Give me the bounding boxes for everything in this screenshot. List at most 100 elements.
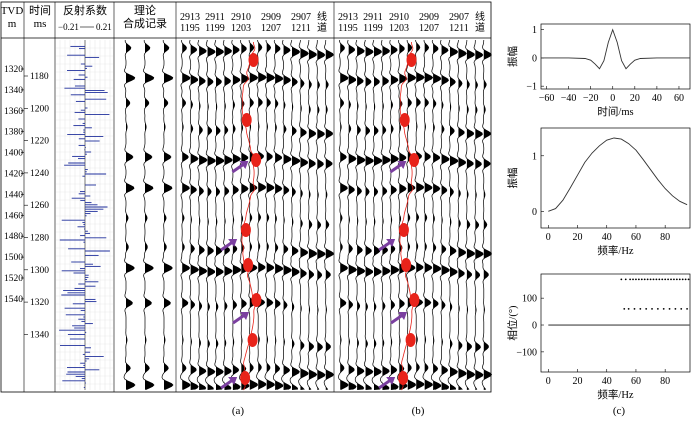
wiggle-fill — [365, 40, 374, 390]
wiggle-trace — [388, 39, 400, 390]
phase-point — [674, 308, 677, 310]
series-line — [548, 137, 688, 212]
time-tick-label: 1320 — [30, 298, 49, 308]
phase-point — [637, 278, 640, 281]
arrow-icon — [240, 312, 250, 320]
plot-area — [540, 127, 691, 229]
time-unit: ms — [34, 18, 47, 30]
wiggle-trace — [205, 39, 216, 390]
phase-point — [652, 278, 655, 281]
wiggle-trace — [196, 39, 208, 390]
arrow-icon — [386, 377, 396, 385]
wiggle-fill — [390, 40, 399, 390]
x-tick-label: 80 — [660, 376, 670, 387]
phase-point — [655, 278, 658, 281]
time-tick-label: 1260 — [30, 201, 49, 211]
x-tick-label: 40 — [652, 93, 662, 104]
x-tick-label: −40 — [561, 93, 577, 104]
arrow-icon — [228, 239, 238, 247]
phase-point — [656, 308, 659, 310]
wiggle-fill — [433, 40, 441, 390]
wiggle-trace — [222, 39, 233, 390]
tvd-tick-label: 1460 — [4, 211, 23, 221]
wiggle-fill — [317, 40, 326, 390]
x-tick-label: 0 — [610, 93, 615, 104]
tvd-axis: 1320 1340 1360 1380 1400 1420 1440 1460 1480 1500… — [4, 65, 24, 305]
refl-pos-label: 0.21 — [96, 22, 112, 32]
wiggle-fill — [458, 40, 467, 390]
wiggle-fill — [182, 40, 191, 390]
line-label: 线 — [317, 10, 327, 23]
wiggle-fill — [308, 40, 317, 390]
phase-point — [645, 308, 648, 310]
tvd-label: TVD — [1, 5, 24, 17]
panel-label-c: (c) — [613, 405, 626, 417]
y-tick-label: 0 — [532, 207, 537, 218]
tvd-tick-label: 1340 — [4, 86, 23, 96]
wiggle-fill — [357, 40, 366, 390]
well-event-highlight — [241, 113, 252, 127]
series-line — [541, 28, 690, 70]
phase-point — [640, 278, 643, 281]
wiggle-trace — [397, 39, 408, 390]
time-label: 时间 — [29, 4, 51, 17]
phase-point — [675, 278, 678, 281]
tvd-tick-label: 1320 — [4, 65, 23, 75]
line-label: 线 — [475, 10, 485, 23]
time-tick-label: 1280 — [30, 234, 49, 244]
wiggle-trace — [363, 39, 374, 390]
y-tick-label: 0 — [532, 321, 537, 332]
plot-area — [540, 273, 691, 373]
phase-point — [678, 278, 681, 281]
wiggle-fill — [164, 40, 173, 390]
time-tick-label: 1180 — [30, 72, 49, 82]
tvd-tick-label: 1420 — [4, 170, 23, 180]
phase-point — [624, 278, 627, 281]
wiggle-trace — [346, 39, 358, 390]
x-tick-label: 60 — [674, 93, 684, 104]
phase-point — [668, 308, 671, 310]
well-tie-frame — [0, 1, 492, 393]
well-event-highlight — [248, 53, 259, 67]
wiggle-trace — [213, 39, 225, 390]
phase-point — [686, 308, 688, 310]
arrow-icon — [397, 161, 407, 169]
wiggle-fill — [450, 40, 458, 390]
wiggle-fill — [475, 40, 484, 390]
arrow-icon — [386, 239, 396, 247]
wiggle-fill — [441, 40, 450, 390]
well-event-highlight — [405, 333, 416, 347]
chart-1: −60 −40 −20 0 20 40 60 1 0 −1 时间/ms 振幅 — [506, 23, 691, 118]
wiggle-trace — [447, 39, 459, 390]
wiggle-fill — [224, 40, 233, 390]
well-event-highlight — [398, 371, 409, 385]
trace-line-label: 2913 — [180, 12, 200, 23]
trace-line-label: 2913 — [338, 12, 358, 23]
phase-point — [623, 308, 626, 310]
phase-point — [627, 308, 630, 310]
tvd-tick-label: 1540 — [4, 295, 23, 305]
x-tick-label: 20 — [573, 232, 583, 243]
refl-label: 反射系数 — [63, 3, 107, 17]
wavelet-charts: −60 −40 −20 0 20 40 60 1 0 −1 时间/ms 振幅 0 20 40 60 80 1 0 频率… — [506, 23, 691, 401]
phase-point — [681, 278, 684, 281]
tvd-tick-label: 1440 — [4, 190, 23, 200]
phase-point — [639, 308, 642, 310]
trace-line-label: 2910 — [231, 12, 251, 23]
well-event-highlight — [399, 113, 410, 127]
time-axis: 1180 1200 1220 1240 1260 1280 1300 1320 1340 — [24, 72, 49, 340]
trace-line-label: 2910 — [389, 12, 409, 23]
tvd-tick-label: 1380 — [4, 128, 23, 138]
y-axis-label: 振幅 — [506, 46, 519, 67]
wiggle-trace — [430, 39, 442, 390]
well-event-highlight — [251, 293, 262, 307]
trace-cdp-label: 1211 — [449, 23, 469, 34]
trace-cdp-label: 1211 — [291, 23, 311, 34]
x-tick-label: 60 — [631, 232, 641, 243]
arrow-icon — [239, 161, 249, 169]
well-trace — [398, 41, 415, 391]
phase-point — [662, 308, 665, 310]
phase-point — [687, 278, 690, 281]
arrow-icon — [398, 312, 408, 320]
